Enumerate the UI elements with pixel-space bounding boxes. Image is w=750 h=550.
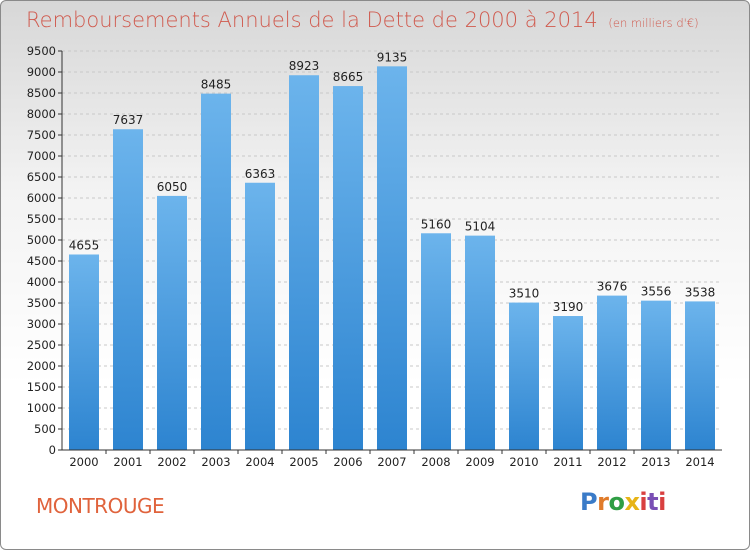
y-tick-label-8500: 8500 <box>27 86 56 100</box>
y-tick-label-6500: 6500 <box>27 170 56 184</box>
bar-2014 <box>685 301 715 450</box>
bar-2005 <box>289 75 319 450</box>
logo-letter-p: P <box>580 488 598 516</box>
bar-2011 <box>553 316 583 450</box>
logo-letter-i2: i <box>658 488 666 516</box>
y-tick-label-9500: 9500 <box>27 44 56 58</box>
y-tick-label-8000: 8000 <box>27 107 56 121</box>
bar-2007 <box>377 66 407 450</box>
data-label-2011: 3190 <box>553 300 584 314</box>
data-label-2014: 3538 <box>685 285 716 299</box>
proxiti-logo[interactable]: Proxiti <box>580 488 666 516</box>
y-tick-label-4500: 4500 <box>27 254 56 268</box>
bar-2009 <box>465 235 495 450</box>
bar-2008 <box>421 233 451 450</box>
y-tick-label-0: 0 <box>49 443 56 457</box>
y-tick-label-500: 500 <box>34 422 56 436</box>
data-label-2012: 3676 <box>597 280 628 294</box>
x-tick-label-2009: 2009 <box>465 455 494 469</box>
x-tick-label-2005: 2005 <box>289 455 318 469</box>
data-label-2010: 3510 <box>509 287 540 301</box>
chart-subtitle: (en milliers d'€) <box>608 16 699 30</box>
bars <box>69 66 715 450</box>
chart-title: Remboursements Annuels de la Dette de 20… <box>26 8 699 32</box>
logo-letter-i: i <box>639 488 648 516</box>
y-tick-label-7000: 7000 <box>27 149 56 163</box>
x-tick-label-2007: 2007 <box>377 455 406 469</box>
axes <box>58 50 722 454</box>
y-tick-label-1000: 1000 <box>27 401 56 415</box>
x-tick-label-2012: 2012 <box>597 455 626 469</box>
y-tick-label-2500: 2500 <box>27 338 56 352</box>
data-label-2009: 5104 <box>465 220 496 234</box>
data-label-2004: 6363 <box>245 167 276 181</box>
bar-2002 <box>157 195 187 450</box>
data-label-2006: 8665 <box>333 70 364 84</box>
x-tick-label-2013: 2013 <box>641 455 670 469</box>
bar-2004 <box>245 182 275 450</box>
x-tick-label-2011: 2011 <box>553 455 582 469</box>
data-label-2001: 7637 <box>113 113 144 127</box>
data-label-2007: 9135 <box>377 50 408 64</box>
data-label-2013: 3556 <box>641 285 672 299</box>
bar-2012 <box>597 295 627 450</box>
x-tick-label-2001: 2001 <box>113 455 142 469</box>
bar-2000 <box>69 254 99 450</box>
y-tick-label-6000: 6000 <box>27 191 56 205</box>
data-label-2005: 8923 <box>289 59 320 73</box>
x-tick-label-2002: 2002 <box>157 455 186 469</box>
x-tick-label-2010: 2010 <box>509 455 538 469</box>
y-tick-label-5000: 5000 <box>27 233 56 247</box>
data-label-2002: 6050 <box>157 180 188 194</box>
logo-letter-x: x <box>624 488 640 516</box>
y-tick-label-2000: 2000 <box>27 359 56 373</box>
y-tick-label-5500: 5500 <box>27 212 56 226</box>
x-tick-label-2008: 2008 <box>421 455 450 469</box>
x-tick-label-2004: 2004 <box>245 455 274 469</box>
logo-letter-t: t <box>647 488 659 516</box>
data-label-2003: 8485 <box>201 78 232 92</box>
y-tick-label-3500: 3500 <box>27 296 56 310</box>
y-tick-label-3000: 3000 <box>27 317 56 331</box>
y-tick-label-4000: 4000 <box>27 275 56 289</box>
bar-2013 <box>641 300 671 450</box>
logo-letter-o: o <box>608 488 625 516</box>
bar-2006 <box>333 86 363 450</box>
x-tick-label-2014: 2014 <box>685 455 714 469</box>
logo-letter-r: r <box>597 488 609 516</box>
x-tick-label-2006: 2006 <box>333 455 362 469</box>
bar-2001 <box>113 129 143 450</box>
bar-2010 <box>509 302 539 450</box>
data-label-2008: 5160 <box>421 217 452 231</box>
y-tick-label-1500: 1500 <box>27 380 56 394</box>
x-tick-label-2000: 2000 <box>69 455 98 469</box>
labels: 0 500 1000 1500 2000 2500 3000 3500 4000 4500 5000… <box>27 44 716 469</box>
bar-2003 <box>201 93 231 450</box>
x-tick-label-2003: 2003 <box>201 455 230 469</box>
city-name: MONTROUGE <box>36 494 165 518</box>
data-label-2000: 4655 <box>69 238 100 252</box>
y-tick-label-9000: 9000 <box>27 65 56 79</box>
chart-title-text: Remboursements Annuels de la Dette de 20… <box>26 8 598 32</box>
y-tick-label-7500: 7500 <box>27 128 56 142</box>
